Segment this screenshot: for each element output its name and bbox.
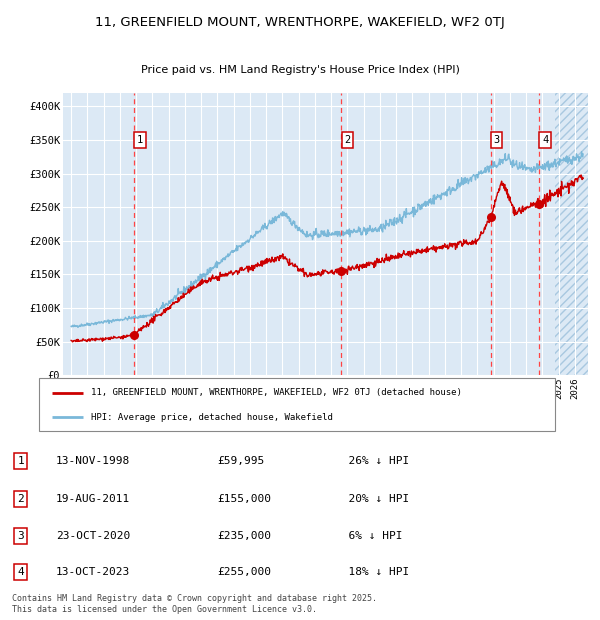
Text: 26% ↓ HPI: 26% ↓ HPI	[335, 456, 410, 466]
Text: 1: 1	[137, 135, 143, 145]
Text: £59,995: £59,995	[218, 456, 265, 466]
Text: 2: 2	[17, 494, 24, 504]
Text: £255,000: £255,000	[218, 567, 272, 577]
Text: 3: 3	[17, 531, 24, 541]
Text: 18% ↓ HPI: 18% ↓ HPI	[335, 567, 410, 577]
Text: 19-AUG-2011: 19-AUG-2011	[56, 494, 130, 504]
Text: 11, GREENFIELD MOUNT, WRENTHORPE, WAKEFIELD, WF2 0TJ: 11, GREENFIELD MOUNT, WRENTHORPE, WAKEFI…	[95, 16, 505, 29]
Text: Price paid vs. HM Land Registry's House Price Index (HPI): Price paid vs. HM Land Registry's House …	[140, 65, 460, 75]
Text: 4: 4	[17, 567, 24, 577]
Text: Contains HM Land Registry data © Crown copyright and database right 2025.
This d: Contains HM Land Registry data © Crown c…	[12, 595, 377, 614]
Text: 2: 2	[344, 135, 350, 145]
Text: £155,000: £155,000	[218, 494, 272, 504]
Text: 13-NOV-1998: 13-NOV-1998	[56, 456, 130, 466]
Text: 13-OCT-2023: 13-OCT-2023	[56, 567, 130, 577]
Text: £235,000: £235,000	[218, 531, 272, 541]
Text: 20% ↓ HPI: 20% ↓ HPI	[335, 494, 410, 504]
Text: 4: 4	[542, 135, 548, 145]
FancyBboxPatch shape	[39, 378, 555, 431]
Text: 3: 3	[494, 135, 500, 145]
Text: 1: 1	[17, 456, 24, 466]
Text: HPI: Average price, detached house, Wakefield: HPI: Average price, detached house, Wake…	[91, 413, 332, 422]
Text: 23-OCT-2020: 23-OCT-2020	[56, 531, 130, 541]
Text: 11, GREENFIELD MOUNT, WRENTHORPE, WAKEFIELD, WF2 0TJ (detached house): 11, GREENFIELD MOUNT, WRENTHORPE, WAKEFI…	[91, 389, 461, 397]
Text: 6% ↓ HPI: 6% ↓ HPI	[335, 531, 403, 541]
